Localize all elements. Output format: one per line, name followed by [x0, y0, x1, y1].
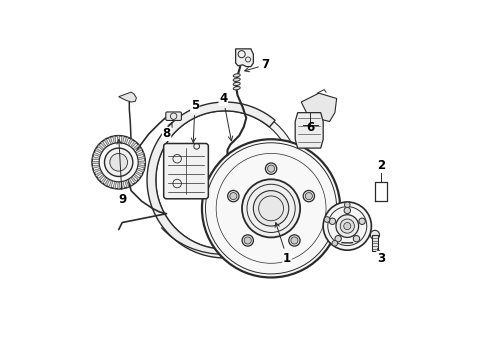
Polygon shape: [97, 144, 104, 150]
Ellipse shape: [233, 82, 240, 86]
Polygon shape: [130, 141, 136, 148]
Polygon shape: [124, 137, 128, 144]
Polygon shape: [295, 113, 323, 148]
Text: 5: 5: [190, 99, 199, 143]
Polygon shape: [130, 176, 137, 183]
Circle shape: [253, 191, 288, 226]
Polygon shape: [104, 179, 110, 186]
Text: 4: 4: [219, 92, 232, 141]
Polygon shape: [301, 93, 336, 122]
Polygon shape: [101, 177, 107, 184]
Polygon shape: [92, 157, 100, 160]
Circle shape: [202, 139, 340, 278]
Polygon shape: [95, 171, 102, 177]
Polygon shape: [98, 174, 104, 180]
Circle shape: [340, 219, 354, 233]
Circle shape: [369, 230, 379, 239]
Polygon shape: [118, 182, 120, 189]
Circle shape: [242, 235, 253, 246]
Circle shape: [323, 202, 370, 250]
Polygon shape: [112, 136, 116, 143]
Polygon shape: [138, 165, 145, 168]
Polygon shape: [92, 161, 99, 164]
Circle shape: [343, 222, 350, 230]
Polygon shape: [127, 179, 133, 186]
Polygon shape: [136, 152, 143, 156]
Text: 6: 6: [305, 121, 314, 134]
Circle shape: [244, 237, 251, 244]
Circle shape: [303, 190, 314, 202]
FancyBboxPatch shape: [371, 235, 377, 251]
Polygon shape: [117, 136, 120, 143]
Circle shape: [267, 165, 274, 172]
Polygon shape: [148, 104, 290, 256]
Circle shape: [335, 215, 358, 238]
Polygon shape: [108, 137, 112, 144]
Polygon shape: [127, 139, 132, 146]
Circle shape: [265, 163, 276, 174]
Text: 8: 8: [162, 122, 172, 140]
Circle shape: [324, 217, 329, 222]
Circle shape: [99, 143, 138, 182]
Circle shape: [227, 190, 239, 202]
Polygon shape: [95, 148, 102, 153]
Polygon shape: [92, 165, 100, 168]
Polygon shape: [119, 92, 136, 102]
FancyBboxPatch shape: [163, 144, 208, 199]
Circle shape: [229, 193, 236, 200]
Polygon shape: [104, 139, 109, 146]
Polygon shape: [135, 148, 142, 153]
Text: 9: 9: [117, 140, 126, 206]
Polygon shape: [137, 168, 144, 172]
Ellipse shape: [233, 78, 240, 81]
Text: 1: 1: [274, 223, 290, 265]
Circle shape: [331, 240, 337, 246]
Circle shape: [344, 202, 349, 208]
Ellipse shape: [233, 86, 240, 90]
Polygon shape: [124, 180, 129, 188]
Circle shape: [358, 218, 365, 224]
Circle shape: [305, 193, 312, 200]
Text: 2: 2: [376, 159, 384, 172]
Circle shape: [334, 235, 341, 242]
Circle shape: [344, 207, 350, 214]
Polygon shape: [135, 171, 142, 176]
Polygon shape: [93, 168, 101, 173]
Circle shape: [242, 179, 300, 238]
Circle shape: [104, 148, 133, 176]
Polygon shape: [133, 144, 140, 150]
Circle shape: [110, 153, 127, 171]
Polygon shape: [147, 102, 275, 258]
FancyBboxPatch shape: [165, 112, 181, 121]
Circle shape: [328, 218, 335, 224]
Text: 3: 3: [376, 248, 384, 265]
Text: 7: 7: [244, 58, 269, 72]
Circle shape: [290, 237, 297, 244]
Polygon shape: [138, 161, 145, 163]
Polygon shape: [121, 181, 124, 189]
Polygon shape: [133, 174, 140, 180]
Polygon shape: [121, 136, 124, 143]
Polygon shape: [138, 156, 145, 159]
Circle shape: [352, 235, 359, 242]
Ellipse shape: [233, 74, 240, 77]
Polygon shape: [101, 141, 106, 148]
Polygon shape: [93, 152, 101, 157]
Polygon shape: [108, 180, 113, 188]
Circle shape: [288, 235, 300, 246]
Polygon shape: [113, 181, 116, 189]
Circle shape: [92, 136, 145, 189]
Polygon shape: [235, 49, 253, 67]
